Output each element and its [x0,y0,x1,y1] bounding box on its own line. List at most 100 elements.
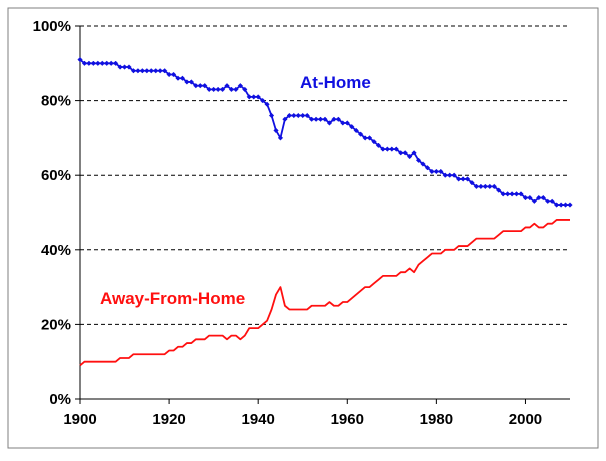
data-point-at-home [86,60,92,66]
data-point-at-home [433,168,440,175]
data-point-at-home [219,86,226,93]
data-point-at-home [268,112,275,119]
data-point-at-home [95,60,101,66]
y-tick-label: 20% [41,316,71,333]
data-point-at-home [504,191,511,197]
gridlines [80,25,570,325]
data-point-at-home [81,60,88,66]
data-point-at-home [99,60,105,66]
data-point-at-home [77,56,83,63]
data-point-at-home [478,183,484,190]
data-point-at-home [371,138,377,145]
data-point-at-home [90,60,97,66]
data-point-at-home [193,83,199,89]
data-point-at-home [415,157,422,163]
data-point-at-home [522,194,529,201]
data-point-at-home [567,202,573,208]
data-point-at-home [549,198,555,204]
data-point-at-home [429,168,435,175]
data-point-at-home [464,176,471,182]
data-point-at-home [175,75,181,81]
data-point-at-home [451,172,457,178]
data-point-at-home [117,64,123,70]
y-tick-label: 60% [41,167,71,184]
data-point-at-home [130,68,137,74]
data-point-at-home [215,86,221,93]
data-point-at-home [335,116,342,122]
data-point-at-home [255,94,261,100]
data-point-at-home [518,191,524,197]
data-point-at-home [406,153,413,160]
data-point-at-home [286,112,293,119]
x-tick-label: 1960 [331,411,364,428]
data-point-at-home [340,120,346,126]
data-point-at-home [393,146,399,152]
data-point-at-home [300,112,306,119]
data-point-at-home [344,120,350,126]
data-point-at-home [402,150,408,156]
data-point-at-home [148,68,154,74]
data-point-at-home [366,135,373,141]
axes [75,25,570,404]
data-point-at-home [224,83,230,89]
y-tick-label: 100% [33,18,71,35]
y-tick-label: 80% [41,93,71,110]
data-point-at-home [282,116,288,122]
data-point-at-home [233,86,239,93]
data-point-at-home [375,142,382,149]
data-point-at-home [482,183,489,190]
data-point-at-home [438,168,444,175]
data-point-at-home [509,191,515,197]
data-point-at-home [104,60,110,66]
data-point-at-home [389,146,395,152]
data-point-at-home [500,191,506,197]
data-point-at-home [188,79,195,85]
data-point-at-home [411,150,417,156]
data-point-at-home [313,116,319,122]
data-point-at-home [531,198,538,204]
tick-labels: 0% 20% 40% 60% 80% 100% 1900 1920 1940 1960 1980 20… [33,18,543,428]
data-point-at-home [197,83,203,89]
data-point-at-home [536,194,542,201]
series-line-away-from-home [79,219,570,367]
data-point-at-home [202,83,208,89]
data-point-at-home [139,68,146,74]
data-point-at-home [126,64,132,70]
data-point-at-home [487,183,493,190]
data-point-at-home [184,79,190,85]
data-point-at-home [108,60,114,66]
series-label-at-home: At-Home [300,73,371,92]
data-point-at-home [455,176,462,182]
data-point-at-home [251,94,257,100]
data-point-at-home [326,120,333,126]
data-point-at-home [210,86,217,93]
series-labels: At-Home Away-From-Home [100,73,371,308]
data-point-at-home [331,116,337,122]
data-point-at-home [273,127,279,134]
data-point-at-home [304,112,310,119]
data-point-at-home [228,86,235,93]
data-point-at-home [491,183,497,190]
data-point-at-home [357,131,364,137]
data-point-at-home [264,101,270,107]
data-point-at-home [144,68,150,74]
data-point-at-home [179,75,186,81]
data-point-at-home [558,202,564,208]
data-point-at-home [166,71,172,78]
data-point-at-home [291,112,297,119]
data-point-at-home [513,191,520,197]
data-point-at-home [473,183,480,190]
data-point-at-home [295,112,301,119]
data-point-at-home [420,161,426,167]
y-tick-label: 0% [49,391,71,408]
y-tick-label: 40% [41,242,71,259]
data-point-at-home [308,116,315,122]
data-point-at-home [553,202,560,208]
data-point-at-home [496,187,502,193]
data-point-at-home [540,194,546,201]
data-point-at-home [161,68,168,74]
data-point-at-home [362,135,368,141]
data-point-at-home [442,172,448,178]
